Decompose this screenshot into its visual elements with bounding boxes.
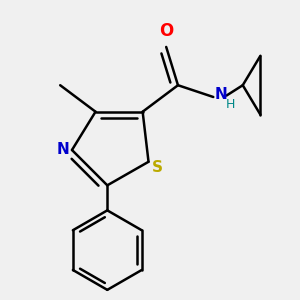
Text: N: N [57, 142, 70, 158]
Text: S: S [152, 160, 163, 175]
Text: O: O [159, 22, 173, 40]
Text: H: H [226, 98, 235, 111]
Text: N: N [214, 87, 227, 102]
